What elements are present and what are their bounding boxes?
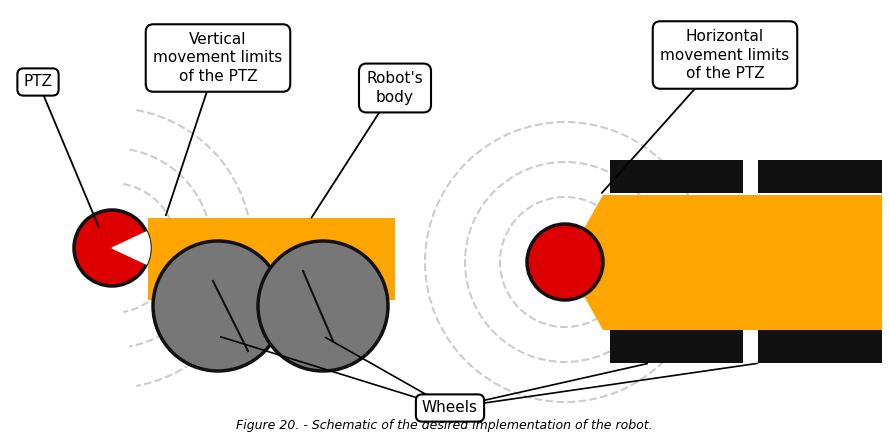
Circle shape: [74, 210, 150, 286]
Bar: [610, 160, 743, 193]
Circle shape: [527, 224, 603, 300]
Text: Horizontal
movement limits
of the PTZ: Horizontal movement limits of the PTZ: [661, 29, 789, 81]
Bar: [148, 218, 395, 300]
Text: Robot's
body: Robot's body: [366, 71, 423, 105]
Circle shape: [258, 241, 388, 371]
Polygon shape: [565, 195, 882, 330]
Bar: [758, 330, 882, 363]
Text: PTZ: PTZ: [23, 74, 52, 89]
Text: Wheels: Wheels: [422, 400, 478, 416]
Circle shape: [153, 241, 283, 371]
Bar: [610, 330, 743, 363]
Text: Figure 20. - Schematic of the desired implementation of the robot.: Figure 20. - Schematic of the desired im…: [236, 419, 653, 432]
Bar: [758, 160, 882, 193]
Text: Vertical
movement limits
of the PTZ: Vertical movement limits of the PTZ: [154, 32, 283, 84]
Polygon shape: [112, 232, 150, 264]
